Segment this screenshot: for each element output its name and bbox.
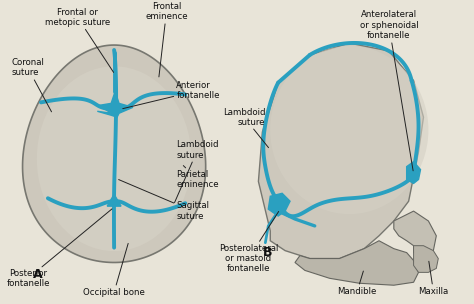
Text: Occipital bone: Occipital bone — [83, 244, 145, 297]
Text: Anterolateral
or sphenoidal
fontanelle: Anterolateral or sphenoidal fontanelle — [360, 10, 418, 171]
Polygon shape — [107, 194, 121, 206]
Polygon shape — [407, 162, 420, 183]
Text: Frontal or
metopic suture: Frontal or metopic suture — [45, 8, 114, 72]
Polygon shape — [268, 193, 290, 216]
Text: Posterolateral
or mastoid
fontanelle: Posterolateral or mastoid fontanelle — [219, 212, 279, 273]
Text: Parietal
eminence: Parietal eminence — [176, 166, 219, 189]
Text: Sagittal
suture: Sagittal suture — [118, 180, 210, 221]
Ellipse shape — [270, 46, 428, 214]
Polygon shape — [414, 246, 438, 272]
Polygon shape — [258, 43, 423, 258]
Polygon shape — [23, 45, 206, 262]
Text: Mandible: Mandible — [337, 271, 377, 296]
Polygon shape — [295, 241, 419, 285]
Polygon shape — [97, 92, 133, 117]
Text: Lambdoid
suture: Lambdoid suture — [174, 140, 219, 203]
Polygon shape — [394, 211, 436, 258]
Text: B: B — [264, 246, 273, 259]
Text: A: A — [33, 268, 43, 281]
Text: Lambdoid
suture: Lambdoid suture — [223, 108, 269, 148]
Text: Frontal
eminence: Frontal eminence — [145, 2, 188, 77]
Ellipse shape — [37, 66, 191, 251]
Text: Maxilla: Maxilla — [418, 261, 448, 296]
Text: Anterior
fontanelle: Anterior fontanelle — [123, 81, 220, 109]
Text: Posterior
fontanelle: Posterior fontanelle — [6, 209, 112, 288]
Text: Coronal
suture: Coronal suture — [11, 58, 52, 112]
